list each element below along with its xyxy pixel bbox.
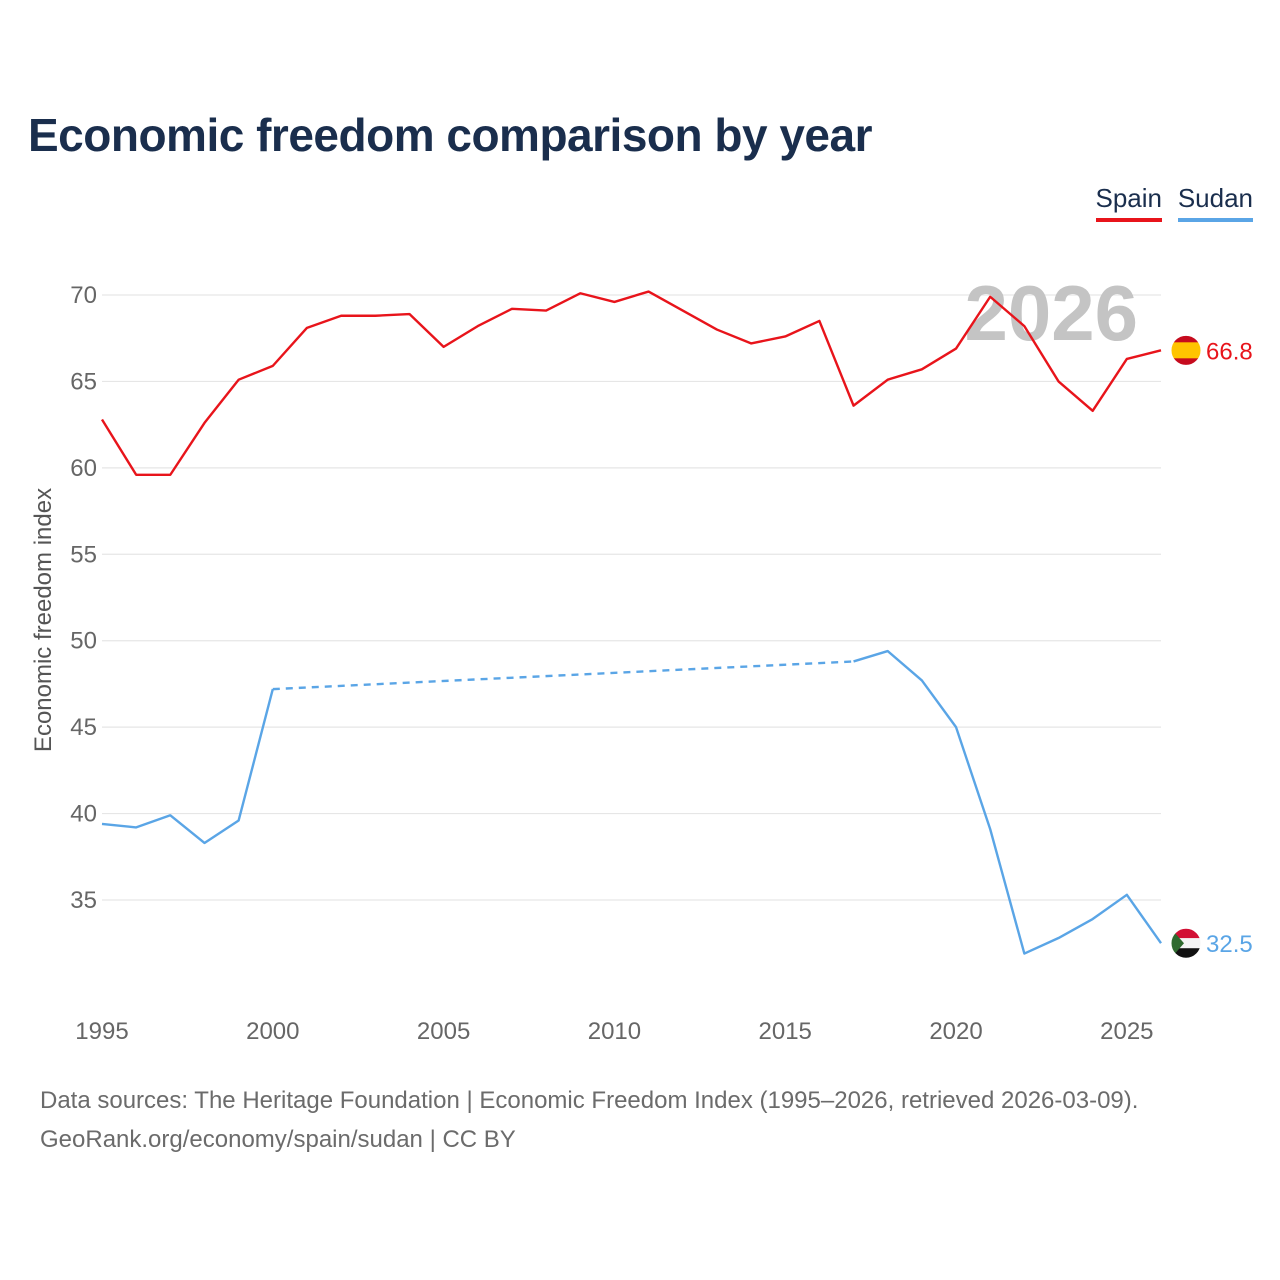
end-value-label-spain: 66.8 [1206, 338, 1253, 365]
x-tick-label-2005: 2005 [417, 1018, 470, 1045]
series-line-spain [100, 290, 1162, 476]
y-tick-label-70: 70 [70, 282, 97, 309]
series-line-sudan-1 [101, 688, 274, 845]
y-tick-label-45: 45 [70, 714, 97, 741]
series-line-sudan-2 [853, 649, 1162, 955]
chart-title: Economic freedom comparison by year [28, 109, 873, 161]
end-value-label-sudan: 32.5 [1206, 931, 1253, 958]
series-gap-sudan [272, 660, 854, 691]
y-tick-label-40: 40 [70, 801, 97, 828]
x-tick-label-1995: 1995 [75, 1018, 128, 1045]
y-tick-label-60: 60 [70, 455, 97, 482]
spain-flag-icon [1170, 334, 1202, 366]
y-tick-label-35: 35 [70, 887, 97, 914]
source-link[interactable]: GeoRank.org/economy/spain/sudan | CC BY [40, 1126, 516, 1153]
sudan-flag-icon [1170, 927, 1202, 959]
year-watermark: 2026 [964, 269, 1138, 357]
y-tick-label-50: 50 [70, 628, 97, 655]
legend-item-spain[interactable]: Spain [1095, 183, 1162, 222]
source-note: Data sources: The Heritage Foundation | … [40, 1087, 1139, 1114]
x-tick-label-2020: 2020 [929, 1018, 982, 1045]
x-tick-label-2015: 2015 [759, 1018, 812, 1045]
legend-item-sudan[interactable]: Sudan [1177, 183, 1253, 222]
x-tick-label-2025: 2025 [1100, 1018, 1153, 1045]
x-tick-label-2000: 2000 [246, 1018, 299, 1045]
x-tick-label-2010: 2010 [588, 1018, 641, 1045]
y-axis-label: Economic freedom index [30, 488, 57, 752]
y-tick-label-55: 55 [70, 541, 97, 568]
y-tick-label-65: 65 [70, 368, 97, 395]
